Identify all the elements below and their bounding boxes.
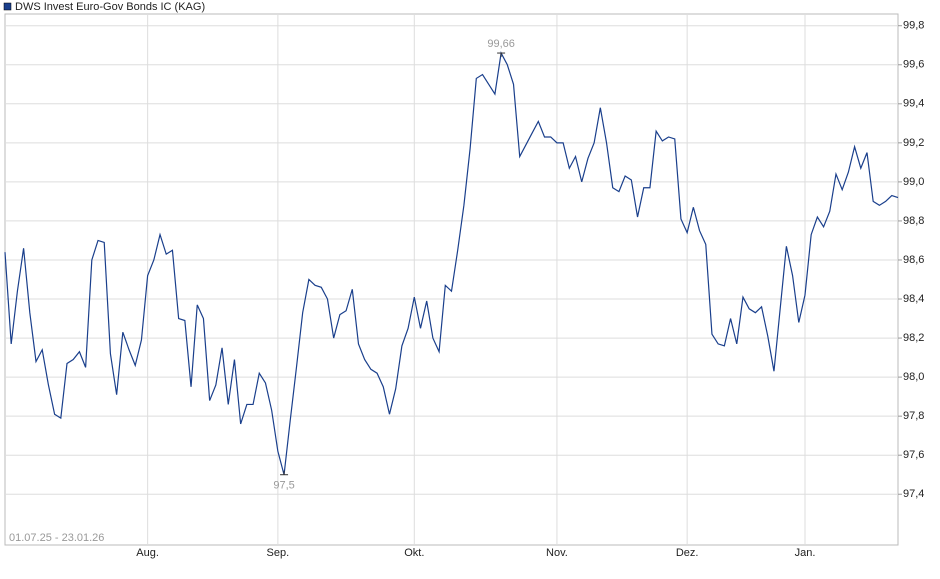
x-tick-label: Nov. bbox=[546, 547, 568, 559]
y-tick-label: 99,2 bbox=[903, 137, 924, 149]
chart-title: DWS Invest Euro-Gov Bonds IC (KAG) bbox=[15, 1, 205, 13]
y-tick-label: 97,8 bbox=[903, 410, 924, 422]
x-tick-label: Dez. bbox=[676, 547, 699, 559]
y-tick-label: 98,4 bbox=[903, 293, 924, 305]
y-tick-label: 99,6 bbox=[903, 59, 924, 71]
extreme-label: 97,5 bbox=[273, 480, 294, 492]
x-tick-label: Okt. bbox=[404, 547, 424, 559]
y-tick-label: 99,4 bbox=[903, 98, 924, 110]
y-tick-label: 98,2 bbox=[903, 332, 924, 344]
y-tick-label: 98,6 bbox=[903, 254, 924, 266]
date-range: 01.07.25 - 23.01.26 bbox=[9, 532, 104, 544]
x-tick-label: Aug. bbox=[136, 547, 159, 559]
y-tick-label: 99,8 bbox=[903, 20, 924, 32]
legend-swatch bbox=[3, 2, 12, 11]
y-tick-label: 98,8 bbox=[903, 215, 924, 227]
y-tick-label: 99,0 bbox=[903, 176, 924, 188]
y-tick-label: 97,4 bbox=[903, 488, 924, 500]
y-tick-label: 97,6 bbox=[903, 449, 924, 461]
y-tick-label: 98,0 bbox=[903, 371, 924, 383]
x-tick-label: Jan. bbox=[795, 547, 816, 559]
price-line bbox=[4, 51, 899, 475]
x-tick-label: Sep. bbox=[267, 547, 290, 559]
extreme-label: 99,66 bbox=[487, 38, 515, 50]
plot-frame bbox=[4, 13, 899, 546]
